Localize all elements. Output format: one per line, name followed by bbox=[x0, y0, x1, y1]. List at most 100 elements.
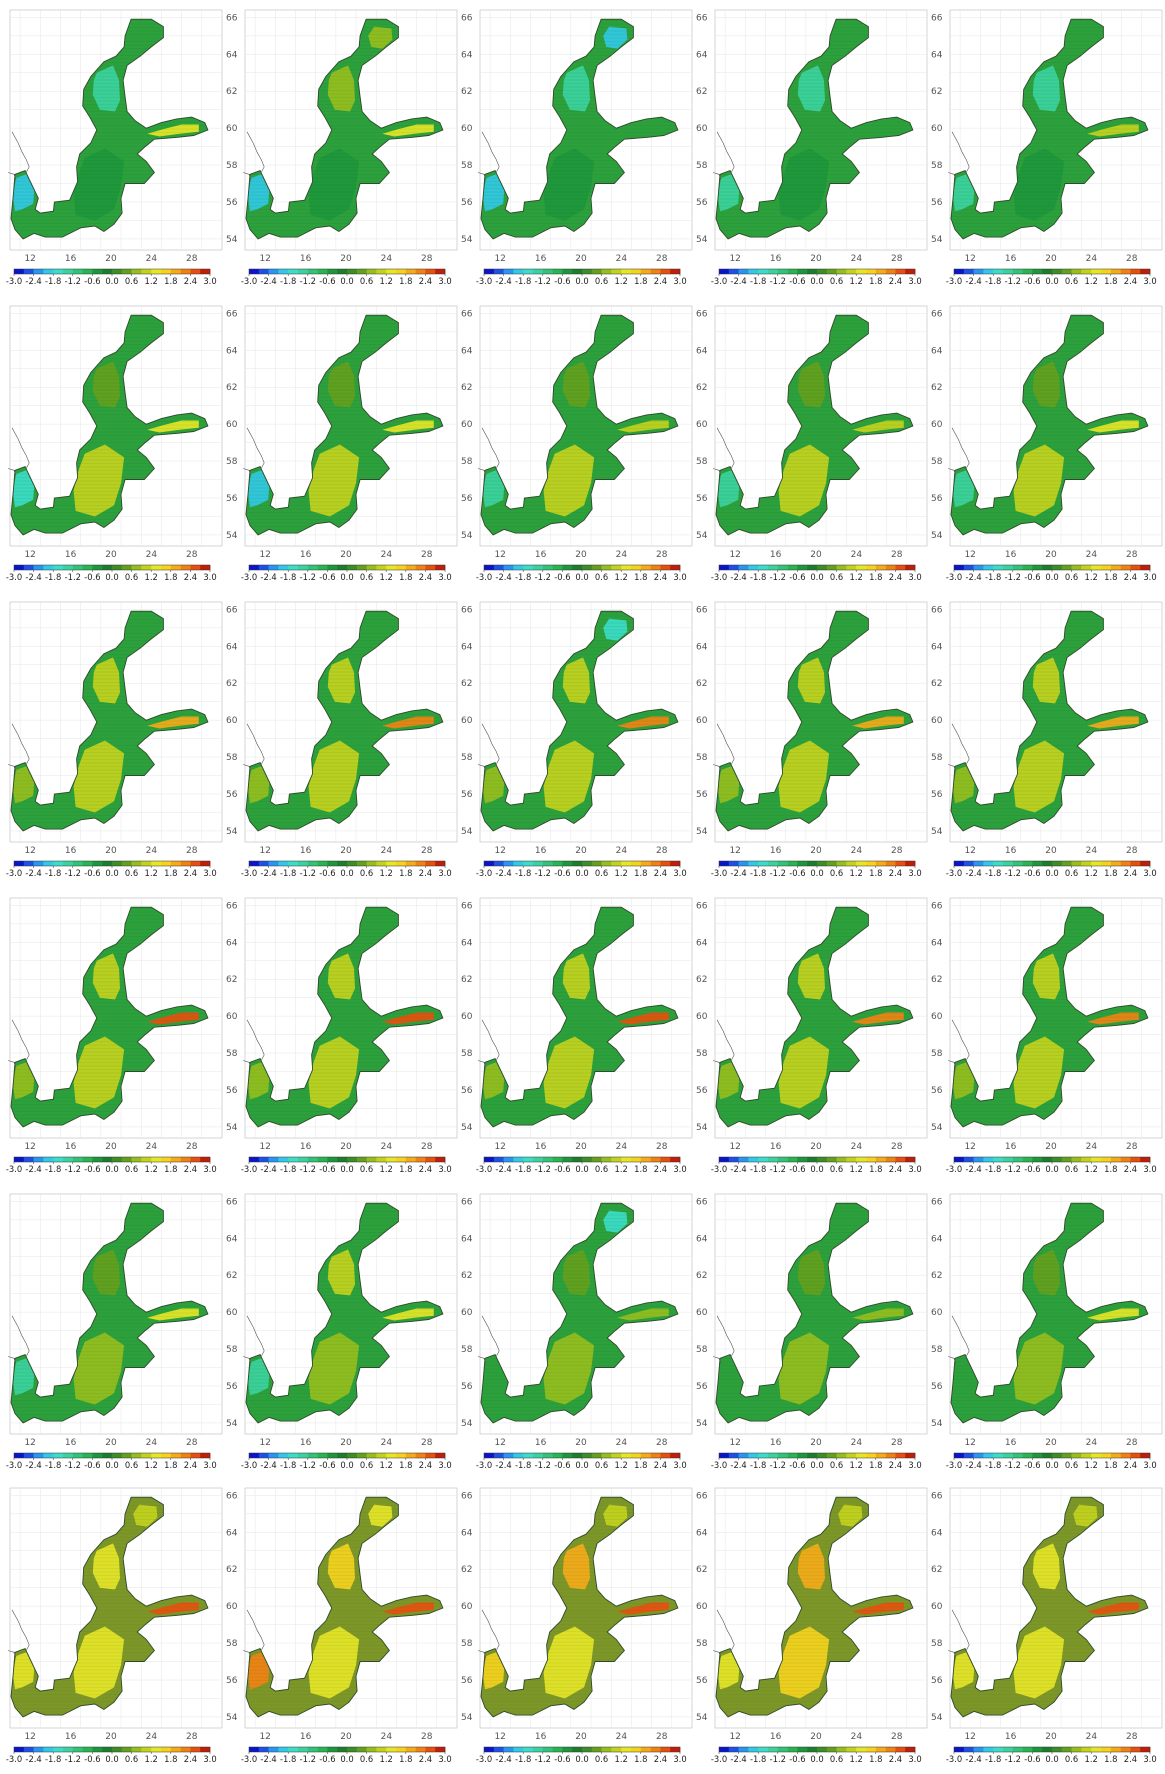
colorbar-tick-label: -0.6 bbox=[554, 868, 570, 878]
colorbar-tick-label: -1.8 bbox=[985, 572, 1001, 582]
colorbar-tick-label: 1.2 bbox=[380, 572, 393, 582]
colorbar-bin bbox=[366, 565, 377, 570]
lat-tick-label: 64 bbox=[226, 346, 238, 356]
coastline bbox=[950, 18, 1149, 240]
anomaly-patch-gulf-of-finland bbox=[382, 1308, 434, 1321]
colorbar-bin bbox=[846, 1157, 857, 1162]
colorbar-tick-label: 2.4 bbox=[1124, 1754, 1137, 1764]
colorbar-tick-label: 1.8 bbox=[1104, 572, 1117, 582]
colorbar-bin bbox=[43, 861, 54, 866]
colorbar-bin bbox=[738, 1747, 749, 1752]
colorbar: -3.0 -2.4 -1.8 -1.2 -0.6 0.0 0.6 1.2 1.8 2.4 3.0 bbox=[476, 1452, 687, 1470]
colorbar-tick-label: -1.2 bbox=[770, 1460, 786, 1470]
colorbar-bin bbox=[131, 269, 142, 274]
colorbar-tick-label: 0.6 bbox=[360, 276, 373, 286]
lat-tick-label: 66 bbox=[461, 605, 473, 615]
colorbar-bin bbox=[660, 1747, 671, 1752]
lat-tick-label: 54 bbox=[696, 531, 708, 541]
lat-tick-label: 54 bbox=[461, 1713, 473, 1723]
colorbar-bin bbox=[405, 269, 416, 274]
colorbar-bin bbox=[503, 1453, 514, 1458]
colorbar-tick-label: 3.0 bbox=[908, 572, 921, 582]
colorbar-tick-label: 1.8 bbox=[1104, 276, 1117, 286]
colorbar-tick-label: -0.6 bbox=[84, 1164, 100, 1174]
lon-tick-label: 28 bbox=[421, 1142, 433, 1152]
colorbar-bin bbox=[288, 861, 299, 866]
lat-tick-label: 66 bbox=[696, 901, 708, 911]
lon-tick-label: 12 bbox=[24, 550, 35, 560]
colorbar-bin bbox=[856, 861, 867, 866]
colorbar-bin bbox=[866, 1747, 877, 1752]
coastline bbox=[715, 1202, 914, 1424]
coastline bbox=[10, 610, 209, 832]
colorbar-bin bbox=[121, 1453, 132, 1458]
lon-tick-label: 28 bbox=[1126, 1142, 1138, 1152]
colorbar-bin bbox=[601, 861, 612, 866]
colorbar-bin bbox=[63, 565, 74, 570]
colorbar-tick-label: 0.6 bbox=[830, 572, 843, 582]
colorbar-bin bbox=[435, 1157, 446, 1162]
lon-tick-label: 24 bbox=[851, 1732, 863, 1742]
colorbar-bin bbox=[905, 269, 916, 274]
colorbar-bin bbox=[719, 1747, 730, 1752]
colorbar-tick-label: -2.4 bbox=[495, 572, 511, 582]
colorbar-tick-label: 1.2 bbox=[615, 276, 628, 286]
colorbar-tick-label: -2.4 bbox=[260, 1164, 276, 1174]
colorbar-tick-label: -3.0 bbox=[241, 276, 257, 286]
anomaly-patch-kattegat bbox=[953, 1358, 975, 1396]
colorbar-tick-label: 2.4 bbox=[889, 276, 902, 286]
colorbar-bin bbox=[533, 1747, 544, 1752]
colorbar-bin bbox=[1061, 1453, 1072, 1458]
colorbar-bin bbox=[787, 565, 798, 570]
colorbar-bin bbox=[1091, 1157, 1102, 1162]
anomaly-patch-kattegat bbox=[718, 766, 740, 804]
anomaly-patch-bothnian-bay bbox=[838, 26, 863, 49]
lon-tick-label: 24 bbox=[616, 1142, 628, 1152]
anomaly-patch-gulf-of-finland bbox=[1087, 716, 1139, 729]
colorbar-tick-label: -2.4 bbox=[495, 276, 511, 286]
colorbar-tick-label: 0.6 bbox=[1065, 1754, 1078, 1764]
lon-tick-label: 20 bbox=[575, 1732, 587, 1742]
colorbar-tick-label: 0.0 bbox=[810, 276, 823, 286]
anomaly-patch-bothnian-bay bbox=[603, 322, 628, 345]
colorbar-bin bbox=[278, 269, 289, 274]
colorbar-bin bbox=[190, 269, 201, 274]
lat-tick-label: 54 bbox=[696, 827, 708, 837]
anomaly-patch-bothnian-bay bbox=[603, 26, 628, 49]
colorbar-bin bbox=[611, 565, 622, 570]
colorbar-bin bbox=[650, 1747, 661, 1752]
colorbar-bin bbox=[1061, 565, 1072, 570]
lon-tick-label: 24 bbox=[381, 550, 393, 560]
lat-tick-label: 56 bbox=[226, 198, 238, 208]
colorbar-bin bbox=[562, 1747, 573, 1752]
colorbar-bin bbox=[317, 269, 328, 274]
lon-tick-label: 20 bbox=[810, 1142, 822, 1152]
colorbar-bin bbox=[591, 1747, 602, 1752]
colorbar-bin bbox=[640, 565, 651, 570]
lat-tick-label: 64 bbox=[696, 938, 708, 948]
colorbar-tick-label: -2.4 bbox=[730, 1164, 746, 1174]
anomaly-patch-kattegat bbox=[483, 470, 505, 508]
lat-tick-label: 56 bbox=[461, 1382, 473, 1392]
colorbar-bin bbox=[875, 1453, 886, 1458]
colorbar-bin bbox=[92, 1157, 103, 1162]
colorbar-bin bbox=[307, 861, 318, 866]
colorbar-bin bbox=[846, 861, 857, 866]
map-panel: 121620242866646260585654-3.0-2.4-1.8-1.2… bbox=[940, 0, 1165, 296]
colorbar-bin bbox=[905, 861, 916, 866]
lon-tick-label: 20 bbox=[575, 254, 587, 264]
anomaly-patch-kattegat bbox=[13, 174, 35, 212]
colorbar-bin bbox=[376, 861, 387, 866]
colorbar-tick-label: 2.4 bbox=[419, 868, 432, 878]
colorbar-bin bbox=[768, 565, 779, 570]
anomaly-patch-central bbox=[73, 148, 125, 221]
colorbar-bin bbox=[836, 565, 847, 570]
anomaly-patch-bothnian-bay bbox=[133, 1210, 158, 1233]
coastline bbox=[480, 1496, 679, 1718]
colorbar-bin bbox=[386, 861, 397, 866]
sea-field bbox=[951, 1203, 1148, 1423]
